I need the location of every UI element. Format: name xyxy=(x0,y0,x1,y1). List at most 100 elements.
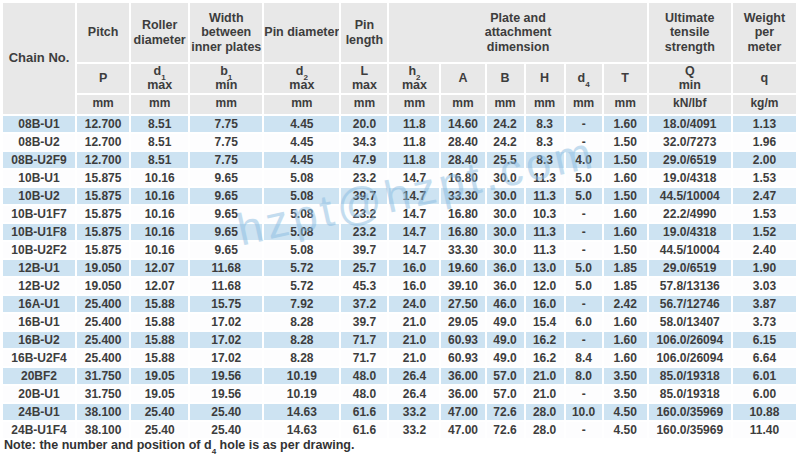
table-row: 08B-U2F912.7008.517.754.4547.911.828.402… xyxy=(3,152,796,168)
value-cell: 58.0/13407 xyxy=(649,314,731,330)
value-cell: 1.60 xyxy=(604,350,647,366)
unit-A: mm xyxy=(441,95,484,114)
value-cell: 8.28 xyxy=(264,350,339,366)
col-header-chain-no: Chain No. xyxy=(3,3,75,114)
value-cell: 15.875 xyxy=(77,188,129,204)
value-cell: 9.65 xyxy=(190,170,262,186)
value-cell: 15.88 xyxy=(131,314,188,330)
value-cell: 27.50 xyxy=(441,296,484,312)
table-row: 10B-U215.87510.169.655.0839.714.733.3030… xyxy=(3,188,796,204)
value-cell: 45.3 xyxy=(341,278,387,294)
value-cell: 15.4 xyxy=(526,314,564,330)
value-cell: 1.53 xyxy=(733,170,796,186)
value-cell: - xyxy=(566,386,602,402)
value-cell: 36.00 xyxy=(441,386,484,402)
value-cell: 22.2/4990 xyxy=(649,206,731,222)
value-cell: 10.16 xyxy=(131,206,188,222)
value-cell: 31.750 xyxy=(77,368,129,384)
value-cell: 48.0 xyxy=(341,386,387,402)
value-cell: 28.40 xyxy=(441,134,484,150)
value-cell: 49.0 xyxy=(487,350,524,366)
sym-d2-max: d2max xyxy=(264,64,339,93)
value-cell: 36.0 xyxy=(487,260,524,276)
value-cell: 17.02 xyxy=(190,332,262,348)
value-cell: 15.88 xyxy=(131,296,188,312)
value-cell: 15.88 xyxy=(131,332,188,348)
value-cell: 9.65 xyxy=(190,206,262,222)
value-cell: 16.0 xyxy=(526,296,564,312)
value-cell: 15.75 xyxy=(190,296,262,312)
sym-L-max: Lmax xyxy=(341,64,387,93)
value-cell: 11.68 xyxy=(190,278,262,294)
table-row: 24B-U1F438.10025.4025.4014.6361.633.247.… xyxy=(3,422,796,438)
value-cell: 1.60 xyxy=(604,206,647,222)
chain-no-cell: 16B-U1 xyxy=(3,314,75,330)
value-cell: 1.13 xyxy=(733,116,796,132)
value-cell: 7.75 xyxy=(190,152,262,168)
value-cell: 5.0 xyxy=(566,188,602,204)
value-cell: 33.30 xyxy=(441,188,484,204)
value-cell: 19.050 xyxy=(77,278,129,294)
value-cell: 5.08 xyxy=(264,170,339,186)
value-cell: 4.45 xyxy=(264,152,339,168)
value-cell: 11.3 xyxy=(526,188,564,204)
value-cell: 25.400 xyxy=(77,332,129,348)
value-cell: 29.05 xyxy=(441,314,484,330)
value-cell: 17.02 xyxy=(190,350,262,366)
table-header: Chain No. Pitch Roller diameter Width be… xyxy=(3,3,796,114)
chain-no-cell: 24B-U1 xyxy=(3,404,75,420)
value-cell: 21.0 xyxy=(526,368,564,384)
unit-Q: kN/lbf xyxy=(649,95,731,114)
chain-no-cell: 20BF2 xyxy=(3,368,75,384)
chain-no-cell: 16B-U2 xyxy=(3,332,75,348)
value-cell: 4.50 xyxy=(604,422,647,438)
value-cell: 25.400 xyxy=(77,296,129,312)
table-row: 16B-U2F425.40015.8817.028.2871.721.060.9… xyxy=(3,350,796,366)
value-cell: 4.45 xyxy=(264,134,339,150)
unit-d4: mm xyxy=(566,95,602,114)
value-cell: 7.75 xyxy=(190,134,262,150)
value-cell: 24.2 xyxy=(487,116,524,132)
value-cell: 3.73 xyxy=(733,314,796,330)
value-cell: 11.40 xyxy=(733,422,796,438)
value-cell: 1.96 xyxy=(733,134,796,150)
value-cell: 39.7 xyxy=(341,314,387,330)
value-cell: 1.50 xyxy=(604,188,647,204)
value-cell: 36.00 xyxy=(441,368,484,384)
table-row: 24B-U138.10025.4025.4014.6361.633.247.00… xyxy=(3,404,796,420)
value-cell: - xyxy=(566,242,602,258)
value-cell: 10.16 xyxy=(131,224,188,240)
value-cell: 32.0/7273 xyxy=(649,134,731,150)
group-pitch: Pitch xyxy=(77,3,129,62)
unit-B: mm xyxy=(487,95,524,114)
value-cell: 16.0 xyxy=(389,278,439,294)
value-cell: 28.0 xyxy=(526,404,564,420)
value-cell: 8.3 xyxy=(526,152,564,168)
value-cell: 25.5 xyxy=(487,152,524,168)
value-cell: 24.2 xyxy=(487,134,524,150)
chain-spec-sheet: hzpt@hzpt.com Chain No. Pitch Roller dia… xyxy=(0,0,800,458)
table-row: 10B-U2F215.87510.169.655.0839.714.733.30… xyxy=(3,242,796,258)
table-row: 12B-U219.05012.0711.685.7245.316.039.103… xyxy=(3,278,796,294)
unit-d2: mm xyxy=(264,95,339,114)
value-cell: 1.50 xyxy=(604,134,647,150)
sym-q: q xyxy=(733,64,796,93)
value-cell: 19.60 xyxy=(441,260,484,276)
value-cell: 33.2 xyxy=(389,404,439,420)
value-cell: 10.16 xyxy=(131,242,188,258)
value-cell: - xyxy=(566,116,602,132)
value-cell: 39.7 xyxy=(341,188,387,204)
group-ultimate-tensile-strength: Ultimate tensile strength xyxy=(649,3,731,62)
value-cell: 26.4 xyxy=(389,386,439,402)
value-cell: 10.0 xyxy=(566,404,602,420)
value-cell: 5.08 xyxy=(264,224,339,240)
value-cell: 106.0/26094 xyxy=(649,350,731,366)
value-cell: 10.88 xyxy=(733,404,796,420)
value-cell: 25.40 xyxy=(131,404,188,420)
group-plate-attachment-dimension: Plate and attachment dimension xyxy=(389,3,646,62)
group-pin-diameter: Pin diameter xyxy=(264,3,339,62)
value-cell: 1.60 xyxy=(604,224,647,240)
value-cell: 38.100 xyxy=(77,422,129,438)
unit-L: mm xyxy=(341,95,387,114)
value-cell: 39.10 xyxy=(441,278,484,294)
